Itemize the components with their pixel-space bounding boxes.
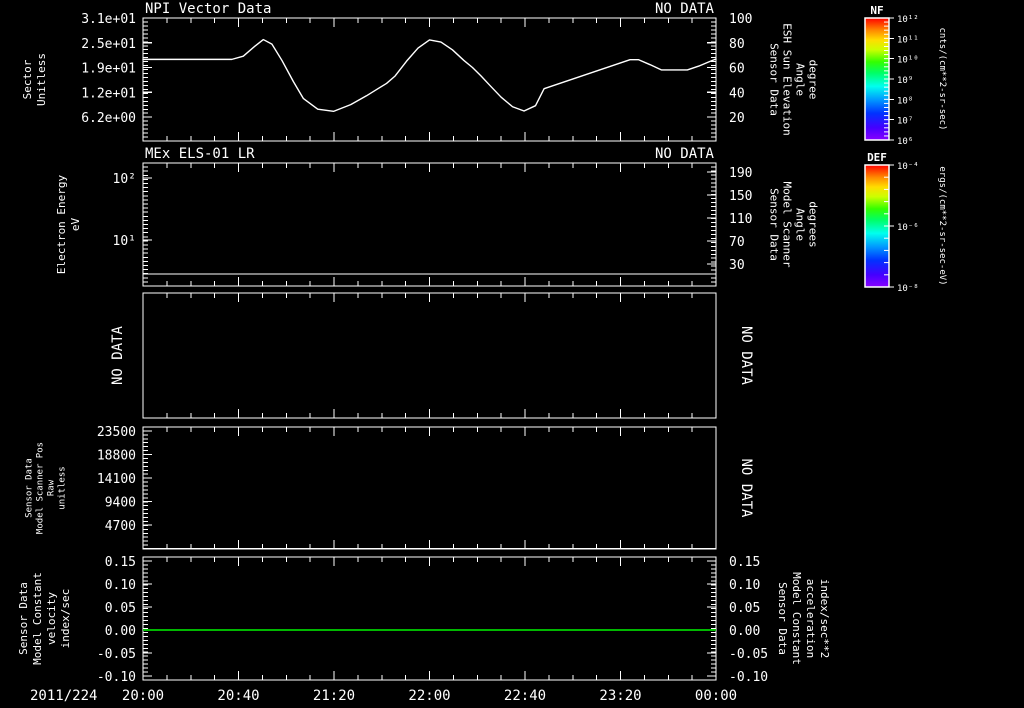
y-tick-label: 4700: [105, 519, 136, 534]
x-tick-label: 22:00: [408, 688, 450, 704]
y-tick-label: 0.05: [105, 601, 136, 616]
panel4-right-nodata: NO DATA: [738, 458, 754, 518]
x-tick-label: 21:20: [313, 688, 355, 704]
y-tick-label: 10¹: [113, 234, 136, 249]
panel2-right-axis-label: degrees: [807, 201, 820, 247]
y-tick-label: 60: [729, 62, 745, 77]
y-tick-label: 0.15: [105, 555, 136, 570]
panel3-left-nodata: NO DATA: [110, 325, 126, 385]
panel5-right-axis-label: index/sec**2: [818, 579, 831, 658]
y-tick-label: 20: [729, 111, 745, 126]
y-tick-label: 0.10: [729, 578, 760, 593]
x-tick-label: 00:00: [695, 688, 737, 704]
npi-sector-curve: [142, 38, 717, 113]
panel3-right-nodata: NO DATA: [738, 326, 754, 386]
y-tick-label: 14100: [97, 472, 136, 487]
y-tick-label: -0.10: [729, 670, 768, 685]
panel5-left-axis-label: index/sec: [59, 589, 72, 649]
nf-colorbar-tick-label: 10¹²: [897, 15, 919, 25]
panel4-left-axis-label: Model Scanner Pos: [36, 442, 46, 534]
panel4-left-axis-label: unitless: [58, 466, 68, 509]
panel2-right-axis-label: Model Scanner: [781, 181, 794, 267]
date-label-text: 2011/224: [30, 688, 97, 704]
panel1-right-axis-label: Sensor Data: [768, 43, 781, 116]
y-tick-label: 0.15: [729, 555, 760, 570]
panel-plot-area-5[interactable]: [143, 557, 716, 680]
y-tick-label: 10²: [113, 172, 136, 187]
y-tick-label: 190: [729, 166, 752, 181]
y-tick-label: 40: [729, 86, 745, 101]
y-tick-label: 6.2e+00: [81, 111, 136, 126]
nf-colorbar-tick-label: 10⁸: [897, 96, 913, 106]
def-colorbar-interactive[interactable]: [865, 165, 889, 287]
def-colorbar-title: DEF: [867, 151, 887, 164]
panel-plot-area-2[interactable]: [143, 163, 716, 286]
panel2-right-axis-label: Sensor Data: [768, 188, 781, 261]
def-colorbar-tick-label: 10⁻⁶: [897, 223, 919, 233]
y-tick-label: 100: [729, 12, 752, 27]
y-tick-label: 1.9e+01: [81, 62, 136, 77]
y-tick-label: 23500: [97, 425, 136, 440]
x-tick-label: 20:00: [122, 688, 164, 704]
y-tick-label: 80: [729, 37, 745, 52]
panel2-right-axis-label: Angle: [794, 208, 807, 241]
panel1-left-axis-label: Sector: [21, 59, 34, 99]
y-tick-label: 0.00: [105, 624, 136, 639]
panel5-right-axis-label: Sensor Data: [776, 582, 789, 655]
panel-title-npi: NPI Vector Data: [145, 1, 271, 17]
def-colorbar-tick-label: 10⁻⁸: [897, 284, 919, 294]
panel-plot-area-1[interactable]: [143, 18, 716, 141]
panel-plot-area-4[interactable]: [143, 427, 716, 549]
panel2-left-axis-label: Electron Energy: [55, 174, 68, 274]
panel-nodata-top-right: NO DATA: [655, 1, 715, 17]
y-tick-label: 9400: [105, 496, 136, 511]
y-tick-label: 150: [729, 189, 752, 204]
panel5-right-axis-label: Model Constant: [790, 572, 803, 665]
nf-colorbar-tick-label: 10⁹: [897, 76, 913, 86]
y-tick-label: 110: [729, 212, 752, 227]
nf-colorbar-title: NF: [870, 4, 883, 17]
panel-plot-area-3[interactable]: [143, 293, 716, 418]
panel1-right-axis-label: degree: [807, 60, 820, 100]
y-tick-label: 2.5e+01: [81, 37, 136, 52]
panel1-right-axis-label: Angle: [794, 63, 807, 96]
nf-colorbar-interactive[interactable]: [865, 18, 889, 140]
nf-colorbar-tick-label: 10¹¹: [897, 35, 919, 45]
y-tick-label: 0.05: [729, 601, 760, 616]
panel1-right-axis-label: ESH Sun Elevation: [781, 23, 794, 136]
x-tick-label: 22:40: [504, 688, 546, 704]
nf-colorbar-unit-label: cnts/(cm**2-sr-sec): [937, 28, 947, 131]
x-tick-label: 23:20: [599, 688, 641, 704]
nf-colorbar-tick-label: 10¹⁰: [897, 56, 919, 66]
y-tick-label: 3.1e+01: [81, 12, 136, 27]
panel4-left-axis-label: Sensor Data: [25, 458, 35, 518]
y-tick-label: -0.05: [97, 647, 136, 662]
y-tick-label: 30: [729, 258, 745, 273]
panel1-left-axis-label: Unitless: [35, 53, 48, 106]
y-tick-label: 70: [729, 235, 745, 250]
panel-nodata-els-right: NO DATA: [655, 146, 715, 162]
nf-colorbar-tick-label: 10⁷: [897, 117, 913, 127]
y-tick-label: 18800: [97, 449, 136, 464]
def-colorbar-tick-label: 10⁻⁴: [897, 162, 919, 172]
y-tick-label: 0.10: [105, 578, 136, 593]
nf-colorbar-tick-label: 10⁶: [897, 137, 913, 147]
panel5-left-axis-label: Sensor Data: [17, 582, 30, 655]
y-tick-label: -0.05: [729, 647, 768, 662]
x-tick-label: 20:40: [217, 688, 259, 704]
panel4-left-axis-label: Raw: [47, 479, 57, 496]
panel2-left-axis-label: eV: [69, 218, 82, 232]
y-tick-label: 0.00: [729, 624, 760, 639]
y-tick-label: 1.2e+01: [81, 86, 136, 101]
panel-title-els: MEx ELS-01 LR: [145, 146, 255, 162]
y-tick-label: -0.10: [97, 670, 136, 685]
def-colorbar-unit-label: ergs/(cm**2-sr-sec-eV): [937, 166, 947, 285]
panel5-left-axis-label: Model Constant: [31, 572, 44, 665]
panel5-left-axis-label: velocity: [45, 592, 58, 645]
panel5-right-axis-label: acceleration: [804, 579, 817, 658]
